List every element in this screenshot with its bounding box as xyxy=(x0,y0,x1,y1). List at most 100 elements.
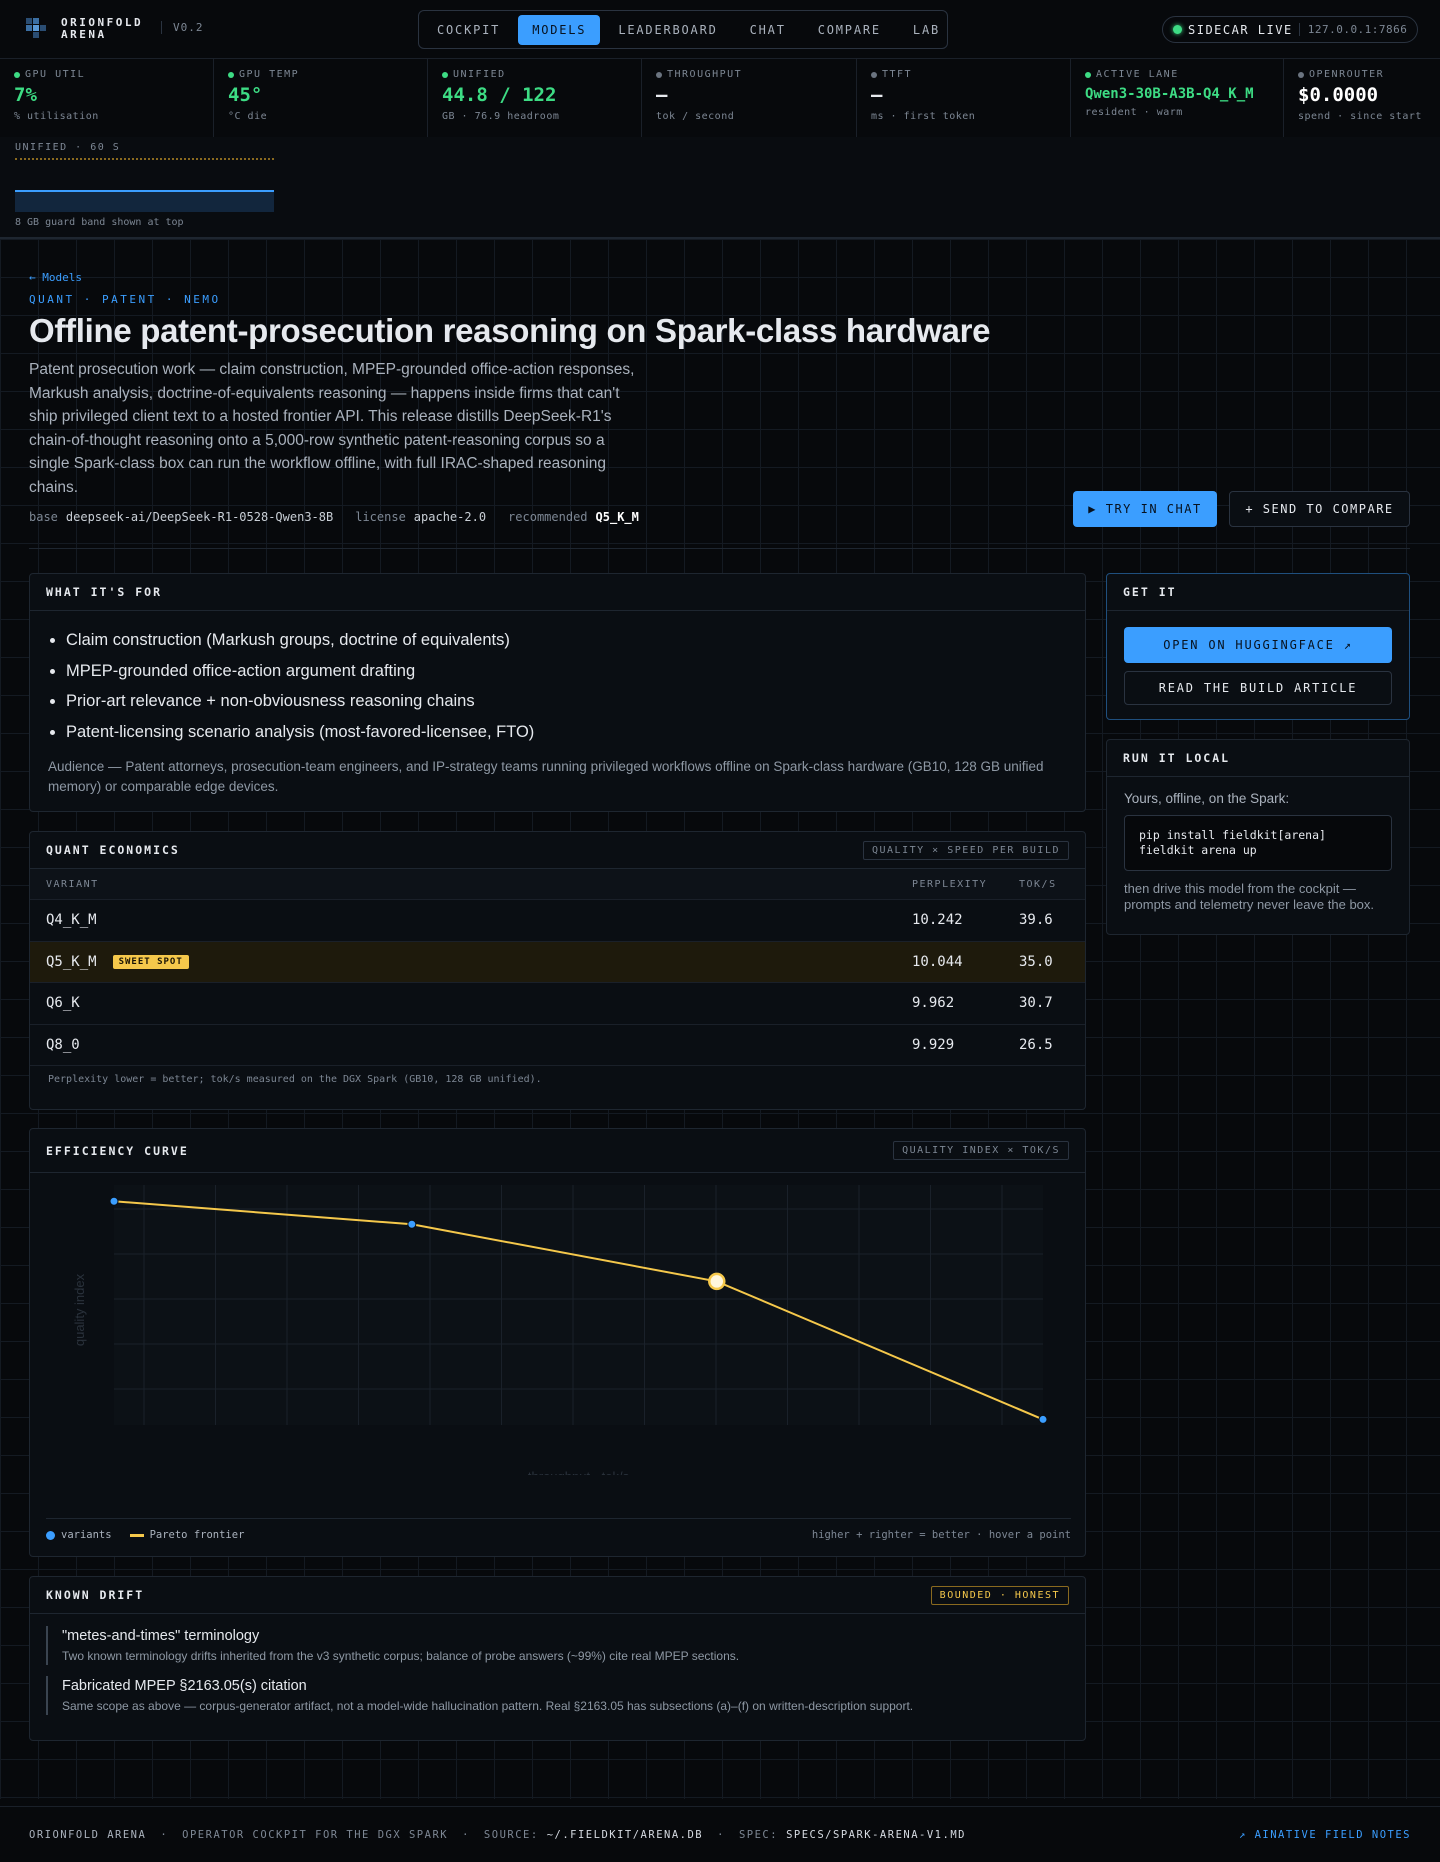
footer: ORIONFOLD ARENA · OPERATOR COCKPIT FOR TH… xyxy=(0,1806,1440,1862)
stat-label: GPU UTIL xyxy=(25,69,86,80)
variant: Q8_0 xyxy=(46,1036,80,1053)
nav-tab[interactable]: LAB xyxy=(912,22,940,37)
variant-point xyxy=(1038,1414,1048,1424)
stat-label-row: OPENROUTER xyxy=(1298,69,1426,80)
status-dot xyxy=(442,71,448,78)
column-header: PERPLEXITY xyxy=(912,878,988,890)
version: V0.2 xyxy=(161,21,204,34)
purpose-item: Claim construction (Markush groups, doct… xyxy=(66,625,1085,656)
code-line: pip install fieldkit[arena] xyxy=(1139,828,1326,842)
separator xyxy=(33,18,39,24)
table-row: Q5_K_M SWEET SPOT 10.044 35.0 xyxy=(30,941,1085,983)
card-header: QUANT ECONOMICS QUALITY × SPEED PER BUILD xyxy=(30,832,1085,869)
nav-tab[interactable]: MODELS xyxy=(518,14,601,45)
card-header: WHAT IT'S FOR xyxy=(30,574,1085,611)
meta-item: recommended Q5_K_M xyxy=(508,510,639,524)
legend-label: variants xyxy=(61,1529,112,1541)
stat-value: — xyxy=(871,84,883,106)
meta-key: recommended xyxy=(508,510,588,524)
meta-value: apache-2.0 xyxy=(413,510,487,524)
stat-label-row: TTFT xyxy=(871,69,1056,80)
code-line: fieldkit arena up xyxy=(1139,843,1257,857)
stat-value: 45° xyxy=(228,84,263,106)
stat-label: OPENROUTER xyxy=(1309,69,1385,80)
separator: ORIONFOLD ARENA xyxy=(61,17,143,41)
variant: Q5_K_M xyxy=(46,953,97,970)
stat-sub: ms · first token xyxy=(871,111,976,122)
variant: Q4_K_M xyxy=(46,912,97,929)
top-nav: ORIONFOLD ARENA V0.2 COCKPIT MODELS LEADER… xyxy=(0,0,1440,59)
table-row: Q4_K_M 10.242 39.6 xyxy=(30,900,1085,942)
field-notes-link[interactable]: ↗ AINATIVE FIELD NOTES xyxy=(1238,1828,1411,1841)
stat-sub: °C die xyxy=(228,111,268,122)
unified-panel: UNIFIED · 60 S 8 GB guard band shown at … xyxy=(0,137,1440,239)
metric: 9.962 xyxy=(912,995,955,1012)
drift-text: Same scope as above — corpus-generator a… xyxy=(62,1699,914,1713)
plot-background xyxy=(114,1185,1043,1425)
stat-cell: GPU TEMP 45° °C die xyxy=(214,59,428,137)
footer-tagline: OPERATOR COCKPIT FOR THE DGX SPARK xyxy=(182,1828,449,1841)
meta-value: Q5_K_M xyxy=(595,510,639,524)
separator: · xyxy=(160,1828,169,1841)
purpose-item: MPEP-grounded office-action argument dra… xyxy=(66,656,1085,687)
stat-value: 44.8 / 122 xyxy=(442,84,557,106)
card-header: GET IT xyxy=(1107,574,1409,611)
quant-table: VARIANT PERPLEXITY TOK/S Q4_K_M 10.242 39.6 Q5… xyxy=(30,869,1085,1066)
chart-legend: variants Pareto frontier higher + righter… xyxy=(46,1518,1071,1541)
run-local-card: RUN IT LOCAL Yours, offline, on the Spar… xyxy=(1106,739,1410,935)
stat-cell: UNIFIED 44.8 / 122 GB · 76.9 headroom xyxy=(428,59,642,137)
metric: 39.6 xyxy=(1019,912,1053,929)
nav-tab[interactable]: COCKPIT xyxy=(437,22,501,37)
meta: base deepseek-ai/DeepSeek-R1-0528-Qwen3-8… xyxy=(29,510,639,524)
badge: QUALITY × SPEED PER BUILD xyxy=(862,840,1069,860)
drift-item: Fabricated MPEP §2163.05(s) citation Same… xyxy=(46,1676,1069,1715)
metric: 35.0 xyxy=(1019,953,1053,970)
drift-text: Two known terminology drifts inherited f… xyxy=(62,1649,740,1663)
variant-point xyxy=(109,1196,119,1206)
huggingface-button[interactable]: OPEN ON HUGGINGFACE ↗ xyxy=(1124,627,1392,663)
spec-label: SPEC: xyxy=(738,1828,779,1841)
try-chat-button[interactable]: ▶ TRY IN CHAT xyxy=(1073,491,1217,527)
nav-tab[interactable]: LEADERBOARD xyxy=(618,22,718,37)
table-cell: 35.0 xyxy=(1019,954,1069,970)
stat-sub: resident · warm xyxy=(1085,107,1183,118)
legend-entry: variants xyxy=(46,1529,112,1541)
nav-tab[interactable]: COMPARE xyxy=(817,22,881,37)
meta-item: base deepseek-ai/DeepSeek-R1-0528-Qwen3-8… xyxy=(29,510,333,524)
variant-point xyxy=(407,1219,417,1229)
model-title: Offline patent-prosecution reasoning on … xyxy=(29,312,991,349)
stat-cell: OPENROUTER $0.0000 spend · since start xyxy=(1284,59,1440,137)
drift-card: KNOWN DRIFT BOUNDED · HONEST "metes-and-t… xyxy=(29,1576,1086,1741)
stat-value: Qwen3-30B-A3B-Q4_K_M xyxy=(1085,86,1254,102)
metric: 30.7 xyxy=(1019,995,1053,1012)
card-title: GET IT xyxy=(1123,585,1177,599)
brand-top: ORIONFOLD xyxy=(61,16,144,29)
compare-button[interactable]: + SEND TO COMPARE xyxy=(1229,491,1410,527)
logo xyxy=(26,18,46,38)
stat-sub: % utilisation xyxy=(14,111,99,122)
article-button[interactable]: READ THE BUILD ARTICLE xyxy=(1124,671,1392,705)
back-link[interactable]: ← Models xyxy=(29,271,82,284)
purpose-item: Patent-licensing scenario analysis (most… xyxy=(66,717,1085,748)
metric: 10.242 xyxy=(912,912,963,929)
nav-tab[interactable]: CHAT xyxy=(749,22,786,37)
tab-bar: COCKPIT MODELS LEADERBOARD CHAT COMPARE LAB xyxy=(418,10,948,49)
unified-label: UNIFIED · 60 S xyxy=(15,142,121,153)
audience-label: Audience — xyxy=(48,759,122,774)
audience: Audience — Patent attorneys, prosecution… xyxy=(48,757,1067,797)
stat-value: — xyxy=(656,84,668,106)
meta-key: license xyxy=(355,510,406,524)
badge: QUALITY INDEX × TOK/S xyxy=(893,1141,1069,1160)
unified-note: 8 GB guard band shown at top xyxy=(15,217,184,228)
table-cell: Q4_K_M xyxy=(46,912,912,928)
metric: 9.929 xyxy=(912,1036,955,1053)
card-header: KNOWN DRIFT BOUNDED · HONEST xyxy=(30,1577,1085,1614)
separator: · xyxy=(717,1828,725,1841)
y-axis-title: quality index xyxy=(72,1273,87,1346)
status-dot xyxy=(1085,71,1091,78)
purpose-list: Claim construction (Markush groups, doct… xyxy=(30,625,1085,747)
pareto-line xyxy=(113,1200,1044,1421)
table-cell: 9.929 xyxy=(912,1037,1019,1053)
get-it-card: GET IT OPEN ON HUGGINGFACE ↗ READ THE BU… xyxy=(1106,573,1410,720)
